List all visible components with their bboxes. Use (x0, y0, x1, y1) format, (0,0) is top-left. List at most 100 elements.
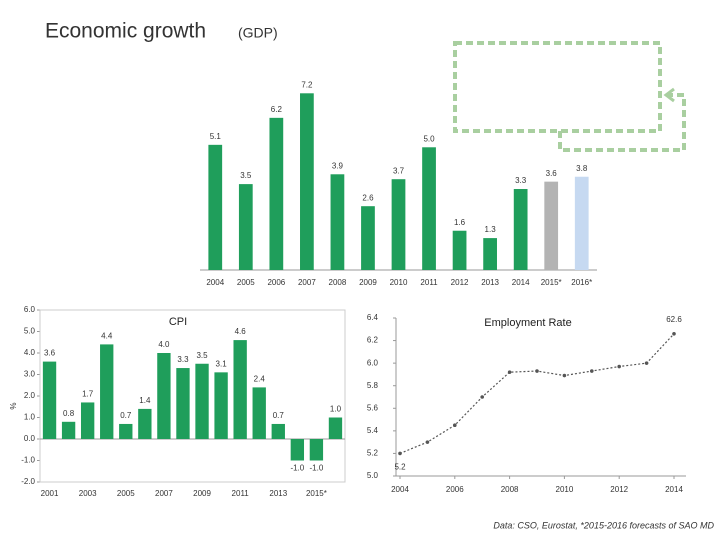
bar (238, 184, 253, 270)
bar (544, 181, 559, 270)
x-tick-label: 2015* (306, 489, 327, 498)
value-label: 1.7 (82, 390, 94, 399)
x-tick-label: 2015* (541, 278, 562, 287)
x-tick-label: 2006 (267, 278, 285, 287)
bar (513, 189, 528, 270)
value-label: 62.6 (666, 315, 682, 324)
placeholder-box (453, 41, 662, 133)
bar (361, 206, 375, 270)
point (507, 370, 512, 374)
bar (100, 344, 114, 439)
value-label: 3.6 (546, 169, 558, 178)
value-label: 3.5 (240, 171, 252, 180)
x-tick-label: 2009 (193, 489, 211, 498)
y-tick-label: 5.2 (367, 449, 379, 458)
value-label: 5.2 (394, 463, 406, 472)
y-tick-label: 5.0 (24, 327, 36, 336)
bar (271, 423, 285, 439)
slide-title-suffix: (GDP) (238, 25, 278, 41)
value-label: 4.4 (101, 332, 113, 341)
value-label: 1.0 (330, 405, 342, 414)
point (644, 361, 649, 365)
value-label: -1.0 (290, 464, 304, 473)
x-tick-label: 2006 (446, 485, 464, 494)
bar (483, 238, 497, 270)
slide-title: Economic growth (45, 20, 206, 43)
point (453, 423, 457, 428)
value-label: 3.3 (177, 355, 189, 364)
bar (119, 423, 133, 439)
bar (157, 353, 171, 439)
bar (42, 361, 57, 439)
bar (138, 408, 152, 439)
bar (269, 117, 284, 271)
value-label: 3.8 (576, 164, 588, 173)
bar (61, 421, 76, 439)
y-tick-label: 6.0 (367, 358, 379, 367)
point (617, 364, 621, 369)
y-tick-label: 2.0 (24, 391, 36, 400)
point (535, 369, 539, 373)
x-tick-label: 2008 (329, 278, 347, 287)
y-tick-label: 5.4 (367, 426, 379, 435)
y-tick-label: 1.0 (24, 413, 36, 422)
y-tick-label: 5.0 (367, 471, 379, 480)
x-tick-label: 2005 (117, 489, 135, 498)
bar (233, 340, 247, 439)
y-tick-label: 6.0 (24, 305, 36, 314)
x-tick-label: 2009 (359, 278, 377, 287)
x-tick-label: 2012 (451, 278, 469, 287)
y-tick-label: 5.6 (367, 403, 379, 412)
x-tick-label: 2013 (269, 489, 287, 498)
y-tick-label: -1.0 (21, 456, 35, 465)
connector (558, 93, 686, 152)
bar (574, 176, 589, 270)
bar (214, 372, 228, 439)
y-tick-label: -2.0 (21, 477, 35, 486)
value-label: 3.3 (515, 176, 527, 185)
bar (391, 179, 406, 270)
bar (309, 439, 324, 461)
x-tick-label: 2004 (391, 485, 409, 494)
value-label: 2.4 (254, 375, 266, 384)
point (590, 369, 594, 373)
x-tick-label: 2014 (665, 485, 683, 494)
x-tick-label: 2007 (155, 489, 173, 498)
x-tick-label: 2008 (501, 485, 519, 494)
bar (452, 230, 467, 270)
x-tick-label: 2001 (41, 489, 59, 498)
value-label: -1.0 (310, 464, 324, 473)
x-tick-label: 2007 (298, 278, 316, 287)
line (399, 333, 675, 454)
value-label: 5.1 (210, 132, 222, 141)
source-note: Data: CSO, Eurostat, *2015-2016 forecast… (493, 520, 714, 530)
x-tick-label: 2011 (232, 489, 250, 498)
value-label: 1.6 (454, 218, 466, 227)
bar (300, 93, 314, 271)
bar (195, 363, 209, 439)
x-tick-label: 2012 (610, 485, 628, 494)
x-tick-label: 2004 (206, 278, 224, 287)
y-axis-label: % (9, 402, 18, 409)
point (672, 332, 676, 336)
value-label: 3.5 (196, 351, 208, 360)
y-tick-label: 0.0 (24, 434, 36, 443)
value-label: 1.4 (139, 396, 151, 405)
bar (422, 147, 436, 270)
y-tick-label: 4.0 (24, 348, 36, 357)
value-label: 1.3 (485, 225, 497, 234)
bar (252, 387, 266, 439)
x-tick-label: 2003 (79, 489, 97, 498)
y-tick-label: 6.2 (367, 336, 379, 345)
bar (80, 402, 95, 439)
arrow-head (663, 87, 675, 103)
x-tick-label: 2013 (481, 278, 499, 287)
point (398, 451, 402, 456)
bar (176, 368, 190, 439)
chart-title: Employment Rate (484, 317, 571, 329)
value-label: 3.9 (332, 161, 344, 170)
value-label: 7.2 (301, 80, 313, 89)
value-label: 6.2 (271, 105, 283, 114)
point (480, 395, 485, 399)
